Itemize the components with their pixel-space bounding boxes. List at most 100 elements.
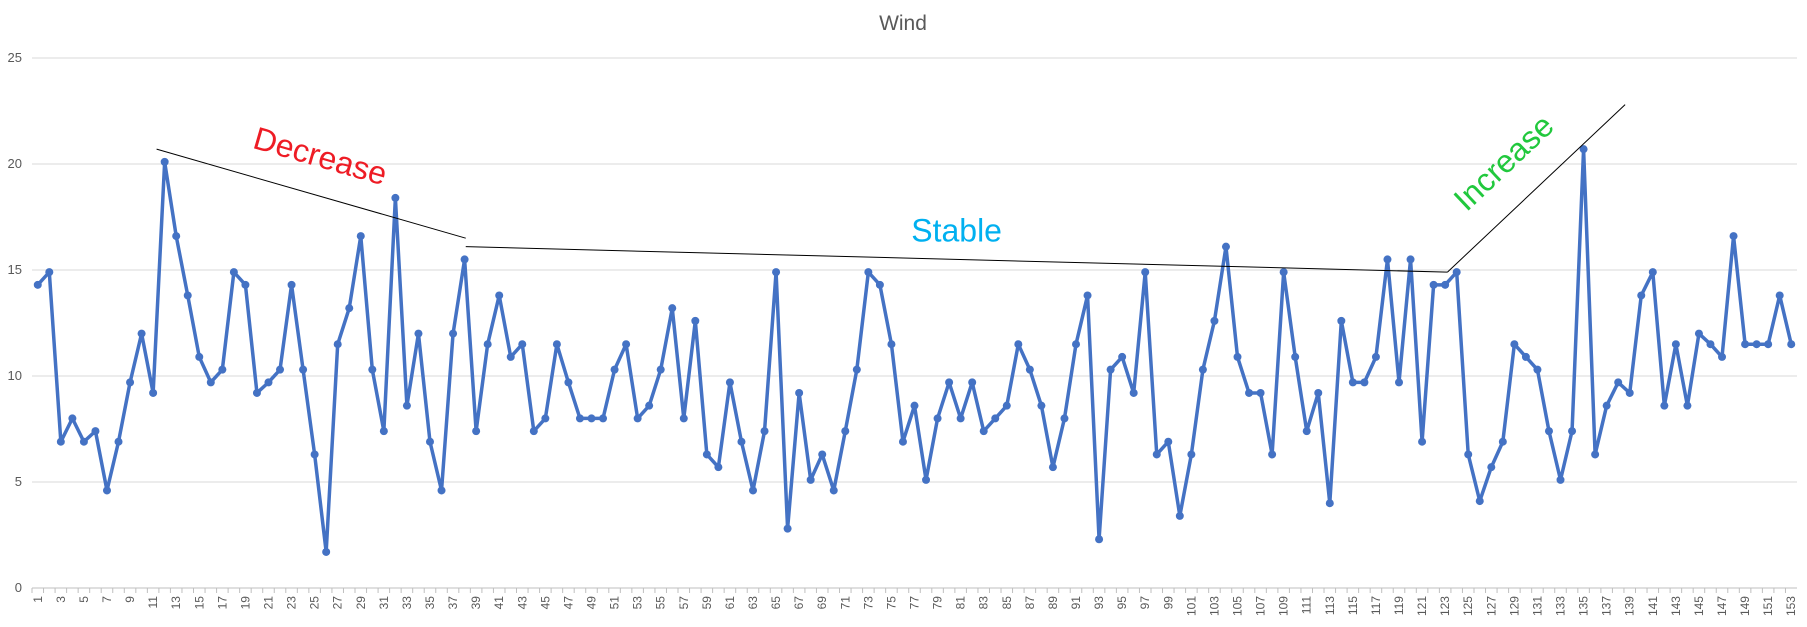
data-point	[1037, 401, 1046, 410]
data-point	[79, 437, 88, 446]
data-point	[1302, 427, 1311, 436]
x-tick-label: 91	[1069, 596, 1083, 610]
x-tick-label: 31	[377, 596, 391, 610]
data-point	[287, 280, 296, 289]
data-point	[506, 352, 515, 361]
data-point	[1072, 340, 1081, 349]
x-tick-label: 127	[1484, 596, 1498, 616]
data-point	[1729, 232, 1738, 241]
data-point	[183, 291, 192, 300]
x-tick-label: 45	[538, 596, 552, 610]
x-tick-label: 29	[354, 596, 368, 610]
data-point	[541, 414, 550, 423]
data-point	[1706, 340, 1715, 349]
data-point	[1002, 401, 1011, 410]
data-point	[1660, 401, 1669, 410]
data-point	[1256, 388, 1265, 397]
data-point	[841, 427, 850, 436]
x-tick-label: 49	[584, 596, 598, 610]
data-point	[1337, 316, 1346, 325]
data-point	[1406, 255, 1415, 264]
x-tick-label: 67	[792, 596, 806, 610]
x-tick-label: 23	[285, 596, 299, 610]
data-point	[264, 378, 273, 387]
data-point	[322, 547, 331, 556]
data-point	[1268, 450, 1277, 459]
data-point	[1325, 499, 1334, 508]
data-point	[56, 437, 65, 446]
x-tick-label: 65	[769, 596, 783, 610]
data-point	[402, 401, 411, 410]
data-point	[472, 427, 481, 436]
data-point	[702, 450, 711, 459]
x-tick-label: 21	[261, 596, 275, 610]
data-point	[1671, 340, 1680, 349]
x-tick-label: 149	[1738, 596, 1752, 616]
data-point	[1371, 352, 1380, 361]
data-point	[748, 486, 757, 495]
data-point	[564, 378, 573, 387]
x-tick-label: 95	[1115, 596, 1129, 610]
data-point	[1221, 242, 1230, 251]
data-point	[991, 414, 1000, 423]
series-wind	[33, 145, 1796, 556]
x-tick-label: 13	[169, 596, 183, 610]
x-tick-label: 73	[861, 596, 875, 610]
x-tick-label: 25	[308, 596, 322, 610]
data-point	[449, 329, 458, 338]
data-point	[1187, 450, 1196, 459]
data-point	[1648, 268, 1657, 277]
y-tick-label: 0	[15, 580, 22, 595]
x-tick-label: 101	[1184, 596, 1198, 616]
data-point	[1245, 388, 1254, 397]
data-point	[206, 378, 215, 387]
y-tick-label: 20	[8, 156, 22, 171]
x-tick-label: 99	[1161, 596, 1175, 610]
data-point	[910, 401, 919, 410]
x-tick-label: 27	[331, 596, 345, 610]
x-tick-label: 117	[1369, 596, 1383, 615]
data-point	[1152, 450, 1161, 459]
data-point	[1118, 352, 1127, 361]
data-point	[610, 365, 619, 374]
annotation-label: Decrease	[250, 120, 392, 193]
data-point	[45, 268, 54, 277]
data-point	[379, 427, 388, 436]
data-point	[806, 475, 815, 484]
annotation-label: Increase	[1447, 107, 1561, 217]
x-tick-label: 89	[1046, 596, 1060, 610]
data-point	[149, 388, 158, 397]
data-point	[1464, 450, 1473, 459]
x-tick-label: 57	[677, 596, 691, 610]
data-point	[299, 365, 308, 374]
data-point	[1198, 365, 1207, 374]
data-point	[1141, 268, 1150, 277]
x-tick-label: 15	[192, 596, 206, 610]
data-point	[1060, 414, 1069, 423]
data-point	[1510, 340, 1519, 349]
data-point	[852, 365, 861, 374]
data-point	[160, 157, 169, 166]
data-point	[714, 463, 723, 472]
data-point	[333, 340, 342, 349]
data-point	[1175, 511, 1184, 520]
data-point	[1741, 340, 1750, 349]
data-point	[218, 365, 227, 374]
series-line	[36, 147, 1793, 554]
x-tick-label: 77	[908, 596, 922, 610]
x-tick-label: 79	[931, 596, 945, 610]
data-point	[1764, 340, 1773, 349]
x-tick-label: 43	[515, 596, 529, 610]
x-tick-label: 139	[1623, 596, 1637, 616]
data-point	[725, 378, 734, 387]
x-tick-label: 51	[608, 596, 622, 610]
x-tick-label: 115	[1346, 596, 1360, 615]
data-point	[587, 414, 596, 423]
data-point	[760, 427, 769, 436]
data-point	[1291, 352, 1300, 361]
data-point	[1775, 291, 1784, 300]
data-point	[425, 437, 434, 446]
data-point	[102, 486, 111, 495]
x-tick-label: 105	[1231, 596, 1245, 616]
data-point	[1106, 365, 1115, 374]
